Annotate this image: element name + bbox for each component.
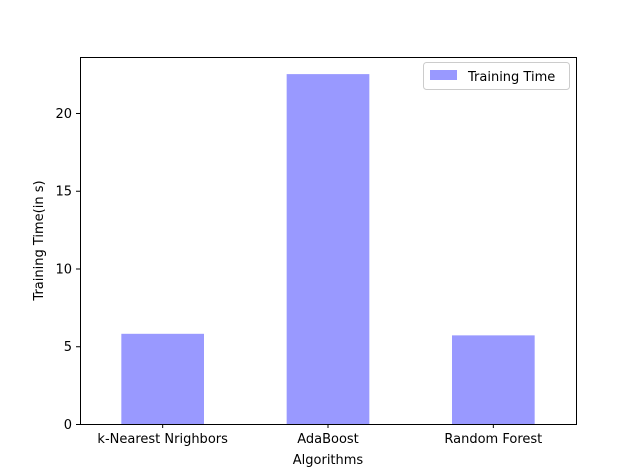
x-tick-label-0: k-Nearest Nrighbors: [97, 432, 228, 447]
x-axis-title: Algorithms: [293, 453, 364, 468]
x-tick-label-2: Random Forest: [444, 432, 542, 447]
legend-label: Training Time: [467, 70, 555, 85]
y-tick-label-0: 0: [64, 418, 72, 433]
x-axis: k-Nearest Nrighbors AdaBoost Random Forest: [97, 424, 542, 447]
y-tick-label-1: 5: [64, 340, 72, 355]
legend-swatch: [430, 70, 457, 80]
bar-1: [286, 74, 370, 425]
x-tick-label-1: AdaBoost: [297, 432, 359, 447]
y-tick-label-2: 10: [55, 262, 72, 277]
y-tick-label-3: 15: [55, 185, 72, 200]
bar-2: [452, 335, 535, 424]
y-tick-label-4: 20: [55, 107, 72, 122]
legend: Training Time: [423, 62, 570, 90]
legend-box: [423, 62, 570, 90]
bar-0: [121, 333, 204, 424]
y-axis-title: Training Time(in s): [32, 180, 47, 301]
y-axis: 0 5 10 15 20: [55, 107, 80, 433]
bars-group: [121, 74, 535, 425]
